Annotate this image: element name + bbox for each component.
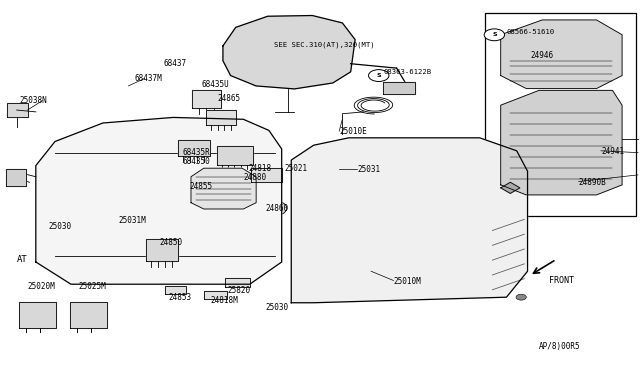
Text: 24853: 24853 <box>168 293 191 302</box>
Text: S: S <box>492 32 497 37</box>
Text: 25025M: 25025M <box>79 282 106 291</box>
Polygon shape <box>500 182 520 193</box>
Text: 08566-51610: 08566-51610 <box>506 29 555 35</box>
Circle shape <box>516 294 526 300</box>
Text: AT: AT <box>17 255 28 264</box>
Ellipse shape <box>261 201 287 216</box>
Polygon shape <box>500 90 622 195</box>
Polygon shape <box>192 90 221 108</box>
Text: 25020M: 25020M <box>28 282 55 291</box>
Text: 68435R: 68435R <box>182 148 211 157</box>
Polygon shape <box>147 238 178 261</box>
Circle shape <box>292 161 303 167</box>
Text: 24946: 24946 <box>531 51 554 60</box>
Circle shape <box>369 70 389 81</box>
Polygon shape <box>216 146 253 164</box>
Bar <box>484 13 636 217</box>
Text: 25010M: 25010M <box>394 277 421 286</box>
Polygon shape <box>191 168 256 209</box>
Text: 24860: 24860 <box>266 205 289 214</box>
Text: 68437M: 68437M <box>135 74 163 83</box>
Text: 25038N: 25038N <box>20 96 47 105</box>
Text: 68437: 68437 <box>164 59 187 68</box>
Text: 684350: 684350 <box>182 157 211 166</box>
Text: AP/8)00R5: AP/8)00R5 <box>538 341 580 350</box>
Polygon shape <box>36 118 282 284</box>
Polygon shape <box>19 302 56 328</box>
Polygon shape <box>178 140 210 156</box>
Polygon shape <box>206 110 236 125</box>
Text: 24890B: 24890B <box>579 178 606 187</box>
Circle shape <box>292 294 303 300</box>
Text: 08363-6122B: 08363-6122B <box>384 69 432 75</box>
Text: 24850: 24850 <box>159 238 182 247</box>
Text: 24880: 24880 <box>243 173 266 182</box>
Text: 25021: 25021 <box>285 164 308 173</box>
Text: 24941: 24941 <box>601 147 624 156</box>
Polygon shape <box>225 278 250 287</box>
Polygon shape <box>383 82 415 94</box>
Text: 25031: 25031 <box>357 165 380 174</box>
Text: 25030: 25030 <box>266 303 289 312</box>
Text: 24865: 24865 <box>218 94 241 103</box>
Text: 25030: 25030 <box>49 222 72 231</box>
Text: 25010E: 25010E <box>339 126 367 136</box>
Polygon shape <box>500 20 622 89</box>
Polygon shape <box>6 169 26 186</box>
Circle shape <box>484 29 504 41</box>
Polygon shape <box>166 286 186 294</box>
Polygon shape <box>7 103 28 118</box>
Polygon shape <box>204 291 227 299</box>
Text: 25031M: 25031M <box>119 216 147 225</box>
Polygon shape <box>291 138 527 303</box>
Text: 68435U: 68435U <box>202 80 230 89</box>
Polygon shape <box>70 302 107 328</box>
Text: 25820: 25820 <box>227 286 250 295</box>
Text: 24855: 24855 <box>189 182 212 190</box>
Text: FRONT: FRONT <box>548 276 573 285</box>
Circle shape <box>516 163 526 169</box>
Text: 24818: 24818 <box>248 164 271 173</box>
Polygon shape <box>223 16 355 89</box>
Polygon shape <box>251 168 282 182</box>
Text: S: S <box>376 73 381 78</box>
Text: 24818M: 24818M <box>210 296 238 305</box>
Text: SEE SEC.310(AT),320(MT): SEE SEC.310(AT),320(MT) <box>274 42 374 48</box>
